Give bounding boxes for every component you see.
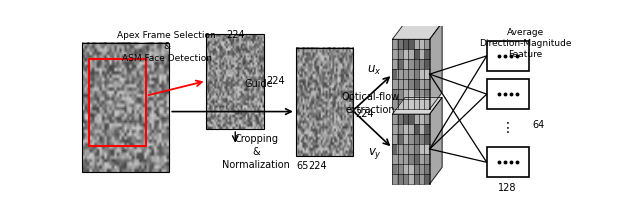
Bar <box>486 41 529 71</box>
Text: Cropping
&
Normalization: Cropping & Normalization <box>222 134 290 170</box>
Polygon shape <box>392 23 442 39</box>
Text: 128: 128 <box>499 183 517 193</box>
Bar <box>486 147 529 177</box>
Text: $v_y$: $v_y$ <box>367 146 381 161</box>
Text: Average
Direction-Magnitude
Feature: Average Direction-Magnitude Feature <box>479 28 572 59</box>
Text: 64: 64 <box>532 120 545 130</box>
Bar <box>296 48 353 156</box>
Text: 224: 224 <box>226 30 244 40</box>
Bar <box>89 59 146 146</box>
Polygon shape <box>429 23 442 109</box>
Text: Apex Frame Selection
&
ASM Face Detection: Apex Frame Selection & ASM Face Detectio… <box>117 31 216 63</box>
Text: 224: 224 <box>355 109 374 119</box>
Polygon shape <box>429 97 442 184</box>
Text: ⋮: ⋮ <box>500 121 515 135</box>
Text: Optical-flow
extraction: Optical-flow extraction <box>341 92 399 115</box>
Text: $u_x$: $u_x$ <box>367 64 381 76</box>
Bar <box>207 34 264 129</box>
Bar <box>486 79 529 109</box>
Polygon shape <box>392 97 442 114</box>
Text: 224: 224 <box>266 76 285 86</box>
Text: 224: 224 <box>308 161 326 171</box>
Text: 65: 65 <box>297 161 309 171</box>
Text: Guide: Guide <box>244 79 273 89</box>
Bar <box>83 43 169 172</box>
